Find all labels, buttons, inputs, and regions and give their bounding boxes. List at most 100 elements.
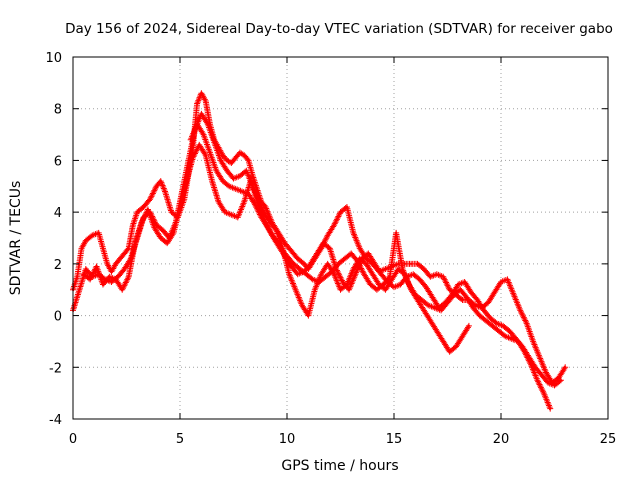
data-point xyxy=(506,278,509,281)
data-point xyxy=(337,262,340,266)
data-point xyxy=(446,301,449,304)
data-point xyxy=(403,262,406,266)
data-point xyxy=(136,210,139,214)
data-point xyxy=(198,143,201,147)
data-point xyxy=(225,159,229,162)
data-point xyxy=(461,298,464,302)
data-point xyxy=(403,273,406,276)
chart-title: Day 156 of 2024, Sidereal Day-to-day VTE… xyxy=(65,21,613,37)
data-point xyxy=(332,273,336,276)
data-point xyxy=(243,200,246,203)
data-point xyxy=(418,278,421,281)
data-point xyxy=(230,213,233,216)
data-point xyxy=(127,275,130,278)
data-point xyxy=(238,174,242,178)
data-point xyxy=(409,262,413,266)
data-point xyxy=(433,306,436,310)
data-point xyxy=(461,335,464,338)
data-point xyxy=(76,275,79,278)
data-point xyxy=(195,102,199,105)
data-point xyxy=(424,285,428,289)
data-point xyxy=(262,210,265,214)
data-point xyxy=(264,205,267,209)
data-point xyxy=(493,291,496,294)
data-point xyxy=(311,278,314,281)
data-point xyxy=(347,288,351,291)
data-point xyxy=(345,283,349,286)
data-point xyxy=(213,141,216,144)
data-point xyxy=(155,185,158,188)
data-point xyxy=(101,247,105,250)
data-point xyxy=(97,231,100,235)
data-point xyxy=(296,257,299,260)
data-point xyxy=(463,280,466,284)
data-point xyxy=(531,340,535,343)
data-point xyxy=(384,267,387,271)
y-tick-label: 8 xyxy=(54,103,62,118)
data-point xyxy=(442,340,445,343)
data-point xyxy=(422,267,426,271)
data-point xyxy=(397,267,400,271)
data-point xyxy=(523,350,526,353)
data-point xyxy=(538,355,541,359)
data-point xyxy=(457,283,460,286)
data-point xyxy=(332,223,336,227)
data-point xyxy=(540,373,543,377)
data-point xyxy=(427,304,430,307)
x-tick-label: 20 xyxy=(493,432,510,447)
series-4 xyxy=(80,141,472,355)
data-point xyxy=(553,384,556,387)
data-point xyxy=(266,226,269,229)
data-point xyxy=(315,252,319,255)
data-point xyxy=(80,247,83,250)
data-point xyxy=(249,179,252,183)
data-point xyxy=(409,288,413,291)
plot-frame xyxy=(72,56,609,420)
data-point xyxy=(508,329,511,333)
data-point xyxy=(240,190,244,193)
y-tick-label: -2 xyxy=(49,361,62,376)
data-point xyxy=(328,247,331,250)
data-point xyxy=(448,350,451,353)
data-point xyxy=(478,314,481,317)
data-point xyxy=(504,335,507,338)
data-point xyxy=(178,205,182,209)
data-point xyxy=(116,275,120,278)
series-3 xyxy=(187,121,554,412)
data-point xyxy=(210,179,214,183)
data-point xyxy=(343,257,346,260)
data-point xyxy=(253,203,257,206)
data-point xyxy=(78,288,81,291)
data-point xyxy=(486,301,490,304)
data-point xyxy=(390,278,394,281)
data-point xyxy=(165,241,169,245)
data-point xyxy=(146,208,150,211)
data-point xyxy=(82,273,85,276)
data-point xyxy=(379,273,383,276)
data-point xyxy=(247,159,250,162)
data-point xyxy=(287,273,291,276)
data-point xyxy=(394,231,398,235)
data-point xyxy=(204,99,207,103)
data-point xyxy=(123,267,126,271)
y-tick-label: 2 xyxy=(54,258,62,273)
data-point xyxy=(245,169,248,172)
data-point xyxy=(131,223,135,227)
x-tick-label: 10 xyxy=(279,432,296,447)
data-point xyxy=(298,267,302,271)
data-point xyxy=(148,198,152,201)
data-point xyxy=(172,231,175,235)
data-point xyxy=(364,262,368,266)
data-point xyxy=(536,379,539,382)
data-point xyxy=(476,298,479,302)
data-point xyxy=(281,247,284,250)
data-point xyxy=(435,329,438,333)
data-point xyxy=(326,234,329,237)
data-point xyxy=(512,293,516,297)
x-tick-label: 5 xyxy=(176,432,184,447)
data-point xyxy=(439,309,443,312)
data-point xyxy=(202,133,205,136)
data-point xyxy=(84,267,88,271)
data-point xyxy=(369,283,372,286)
data-point xyxy=(236,216,239,219)
